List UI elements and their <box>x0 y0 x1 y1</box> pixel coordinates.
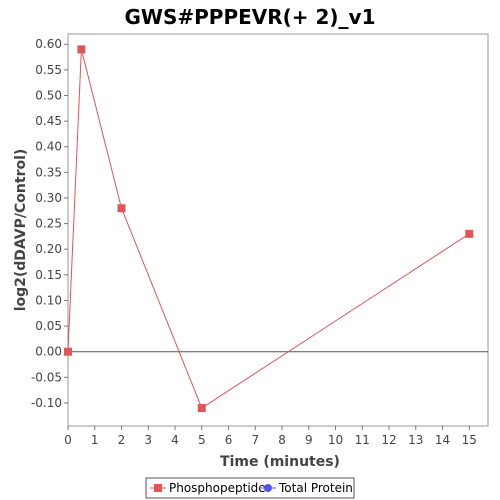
y-tick-label: 0.05 <box>35 319 62 333</box>
x-axis-label: Time (minutes) <box>220 454 340 470</box>
y-tick-label: 0.45 <box>35 114 62 128</box>
x-tick-label: 3 <box>144 433 152 447</box>
x-tick-label: 2 <box>118 433 126 447</box>
y-tick-label: 0.30 <box>35 191 62 205</box>
x-tick-label: 4 <box>171 433 179 447</box>
y-axis-label: log2(dDAVP/Control) <box>13 149 29 312</box>
y-tick-label: 0.25 <box>35 217 62 231</box>
x-tick-label: 12 <box>381 433 396 447</box>
data-point <box>465 229 474 238</box>
legend-marker <box>154 484 162 492</box>
x-tick-label: 15 <box>462 433 477 447</box>
y-tick-label: 0.00 <box>35 345 62 359</box>
legend-label: Total Protein <box>278 481 353 495</box>
y-tick-label: 0.60 <box>35 37 62 51</box>
data-point <box>117 204 126 213</box>
x-tick-label: 0 <box>64 433 72 447</box>
x-tick-label: 5 <box>198 433 206 447</box>
y-tick-label: 0.55 <box>35 63 62 77</box>
legend-box <box>145 477 355 499</box>
x-tick-label: 14 <box>435 433 450 447</box>
y-axis: 0.60 0.55 0.50 0.45 0.40 0.35 0.30 0.25 0.20 0.15… <box>31 37 68 410</box>
y-tick-label: 0.35 <box>35 165 62 179</box>
legend-marker <box>264 484 272 492</box>
y-tick-label: 0.20 <box>35 242 62 256</box>
data-point <box>77 45 86 54</box>
y-tick-label: -0.05 <box>31 370 62 384</box>
y-tick-label: 0.40 <box>35 140 62 154</box>
y-tick-label: -0.10 <box>31 396 62 410</box>
plot-area <box>67 33 489 427</box>
x-tick-label: 1 <box>91 433 99 447</box>
series-layer <box>64 45 474 413</box>
x-tick-label: 10 <box>328 433 343 447</box>
x-axis: 0 1 2 3 4 5 6 7 8 9 10 11 12 13 14 15 <box>64 426 477 447</box>
data-point <box>64 347 72 356</box>
data-point <box>197 404 206 413</box>
chart-title: GWS#PPPEVR(+ 2)_v1 <box>124 5 375 29</box>
x-tick-label: 9 <box>305 433 313 447</box>
x-tick-label: 6 <box>225 433 233 447</box>
y-tick-label: 0.50 <box>35 88 62 102</box>
x-tick-label: 7 <box>251 433 259 447</box>
x-tick-label: 13 <box>408 433 423 447</box>
legend: Phosphopeptide Total Protein <box>145 477 355 499</box>
y-tick-label: 0.10 <box>35 293 62 307</box>
legend-label: Phosphopeptide <box>169 481 266 495</box>
x-tick-label: 11 <box>355 433 370 447</box>
x-tick-label: 8 <box>278 433 286 447</box>
y-tick-label: 0.15 <box>35 268 62 282</box>
